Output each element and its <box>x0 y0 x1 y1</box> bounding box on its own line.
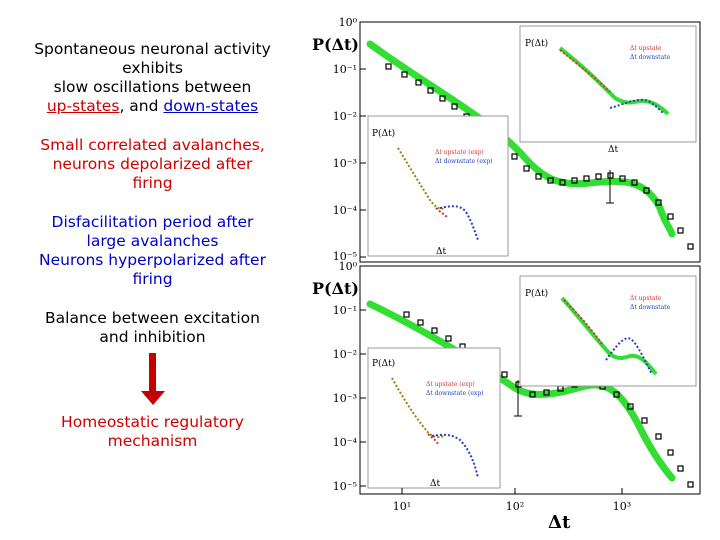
inset-ylabel: P(Δt) <box>525 38 548 49</box>
xtick-label: 10² <box>506 500 524 513</box>
text-line: Homeostatic regulatory <box>61 413 244 431</box>
bottom-error-bars <box>514 380 522 417</box>
top-ytick-label: 10⁻¹ <box>333 63 357 76</box>
bottom-ytick-label: 10⁻⁵ <box>333 480 357 493</box>
inset-green-curve <box>560 296 658 376</box>
inset-legend-entry: Δt upstate (exp) <box>426 381 475 388</box>
text-line: firing <box>132 270 173 288</box>
block-small-avalanches: Small correlated avalanches, neurons dep… <box>20 136 285 193</box>
top-yticks-marks <box>360 21 366 258</box>
bottom-ytick-label: 10⁻² <box>333 348 357 361</box>
inset-ylabel: P(Δt) <box>525 288 548 299</box>
top-ylabel: P(Δt) <box>312 35 359 54</box>
inset-red-series <box>427 433 439 445</box>
top-error-bars <box>606 170 614 204</box>
inset-xlabel: Δt <box>430 479 440 489</box>
block-spontaneous-activity: Spontaneous neuronal activity exhibits s… <box>20 40 285 116</box>
up-states-label: up-states <box>46 97 120 115</box>
figure-svg: 10⁰ 10⁻¹ 10⁻² 10⁻³ 10⁻⁴ 10⁻⁵ P(Δt) <box>312 16 701 533</box>
figure: 10⁰ 10⁻¹ 10⁻² 10⁻³ 10⁻⁴ 10⁻⁵ P(Δt) <box>310 8 710 533</box>
top-left-inset <box>367 115 509 257</box>
xtick-label: 10³ <box>613 500 631 513</box>
top-ytick-label: 10⁻² <box>333 110 357 123</box>
inset-blue-series <box>439 205 479 241</box>
down-states-label: down-states <box>163 97 259 115</box>
inset-legend-entry: Δt upstate <box>630 45 662 52</box>
text-panel: Spontaneous neuronal activity exhibits s… <box>20 40 285 451</box>
text-line: firing <box>132 174 173 192</box>
text-line: and inhibition <box>99 328 206 346</box>
text-line: Disfacilitation period after <box>51 213 254 231</box>
inset-olive-series <box>391 377 445 439</box>
inset-ylabel: P(Δt) <box>372 128 395 139</box>
top-ytick-label: 10⁻³ <box>333 157 357 170</box>
text-line: Small correlated avalanches, <box>40 136 265 154</box>
top-ytick-labels: 10⁰ 10⁻¹ 10⁻² 10⁻³ 10⁻⁴ 10⁻⁵ <box>333 16 358 263</box>
bottom-left-inset <box>367 347 501 489</box>
bottom-ytick-labels: 10⁰ 10⁻¹ 10⁻² 10⁻³ 10⁻⁴ 10⁻⁵ <box>333 260 358 493</box>
top-right-inset <box>519 25 697 143</box>
bottom-ytick-label: 10⁻¹ <box>333 304 357 317</box>
inset-blue-series <box>605 337 653 375</box>
block-homeostatic: Homeostatic regulatory mechanism <box>20 413 285 451</box>
xtick-label: 10¹ <box>393 500 411 513</box>
inset-legend-entry: Δt downstate (exp) <box>426 390 484 397</box>
inset-legend-entry: Δt downstate <box>630 304 671 311</box>
text-line: Balance between excitation <box>45 309 260 327</box>
down-arrow-icon <box>140 353 165 405</box>
block-disfacilitation: Disfacilitation period after large avala… <box>20 213 285 289</box>
inset-xlabel: Δt <box>608 145 618 155</box>
text-line: mechanism <box>107 432 198 450</box>
text-line: neurons depolarized after <box>52 155 253 173</box>
text-line: exhibits <box>122 59 183 77</box>
separator-text: , and <box>119 97 164 115</box>
bottom-right-inset <box>519 275 697 387</box>
text-line: large avalanches <box>86 232 219 250</box>
inset-red-series <box>435 207 449 219</box>
text-line-states: up-states, and down-states <box>20 97 285 116</box>
block-balance: Balance between excitation and inhibitio… <box>20 309 285 347</box>
top-ytick-label: 10⁻⁴ <box>333 204 358 217</box>
text-line: Spontaneous neuronal activity <box>34 40 271 58</box>
text-line: Neurons hyperpolarized after <box>39 251 266 269</box>
inset-olive-series <box>397 147 445 210</box>
bottom-ytick-label: 10⁻⁴ <box>333 436 358 449</box>
bottom-ylabel: P(Δt) <box>312 279 359 298</box>
bottom-green-curve <box>366 300 676 482</box>
inset-xlabel: Δt <box>436 247 446 257</box>
inset-ylabel: P(Δt) <box>372 358 395 369</box>
top-ytick-label: 10⁻⁵ <box>333 250 357 263</box>
inset-legend-entry: Δt downstate (exp) <box>435 158 493 165</box>
top-green-curve <box>366 40 676 238</box>
inset-legend-entry: Δt downstate <box>630 54 671 61</box>
bottom-ytick-label: 10⁻³ <box>333 392 357 405</box>
xlabel: Δt <box>548 512 571 533</box>
xtick-marks <box>401 488 623 494</box>
inset-legend-entry: Δt upstate <box>630 295 662 302</box>
inset-red-series <box>563 299 603 345</box>
bottom-ytick-label: 10⁰ <box>339 260 358 273</box>
text-line: slow oscillations between <box>53 78 252 96</box>
inset-legend-entry: Δt upstate (exp) <box>435 149 484 156</box>
inset-blue-series <box>431 433 479 479</box>
top-ytick-label: 10⁰ <box>339 16 358 29</box>
xtick-labels: 10¹ 10² 10³ <box>393 500 631 513</box>
inset-blue-series <box>609 98 665 115</box>
bottom-yticks-marks <box>360 265 366 487</box>
